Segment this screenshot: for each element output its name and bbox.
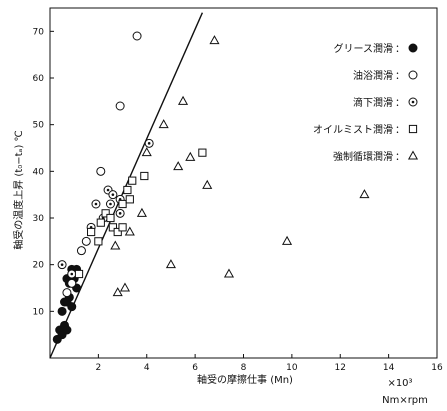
legend-label: 滴下潤滑 (353, 96, 393, 109)
legend-colon: ： (395, 98, 405, 109)
marker-dot (109, 202, 112, 206)
data-point-open-square (96, 218, 105, 227)
data-point-open-circle (76, 246, 86, 256)
legend-marker-open-square (408, 124, 418, 134)
data-point-open-circle (81, 236, 91, 246)
data-point-open-square (74, 269, 84, 279)
x-tick-label: 12 (335, 363, 346, 373)
x-tick-label: 8 (241, 363, 247, 373)
data-point-circle-dot (144, 138, 154, 148)
marker-dot (411, 100, 415, 104)
y-tick-label: 70 (33, 27, 45, 37)
data-point-open-square (123, 185, 132, 195)
data-point-filled-circle (57, 306, 67, 316)
data-point-open-circle (132, 31, 142, 41)
plot-frame (49, 7, 438, 359)
trend-line-group (49, 12, 204, 359)
data-point-open-square (106, 213, 115, 223)
data-point-open-square (198, 148, 207, 157)
data-point-open-circle (67, 278, 77, 288)
legend-colon: ： (395, 71, 405, 82)
marker-dot (60, 263, 64, 266)
marker-dot (147, 142, 151, 145)
legend-marker-open-circle (408, 70, 418, 80)
data-point-circle-dot (67, 269, 77, 279)
axes: 2 4 6 8 10 12 14 16 10 20 30 40 50 60 70 (33, 7, 443, 373)
data-point-open-triangle (136, 207, 147, 217)
data-point-open-triangle (209, 35, 220, 45)
data-point-open-triangle (223, 268, 235, 278)
data-point-open-square (118, 223, 127, 232)
data-point-open-triangle (177, 95, 189, 105)
legend-label: 油浴潤滑 (353, 69, 393, 82)
x-axis-unit: Nm×rpm (382, 395, 428, 406)
x-tick-label: 10 (286, 363, 298, 373)
data-point-open-triangle (112, 287, 123, 297)
data-point-open-circle (96, 166, 106, 176)
data-point-open-triangle (359, 189, 370, 199)
legend-marker-filled-circle (408, 43, 418, 53)
legend-marker-open-triangle (407, 150, 419, 160)
data-point-open-circle (62, 288, 72, 298)
marker-dot (111, 193, 115, 196)
data-point-open-square (128, 176, 137, 185)
data-point-open-triangle (119, 282, 131, 292)
x-axis-multiplier: ×10³ (387, 378, 412, 389)
y-tick-label: 60 (33, 74, 45, 84)
trend-line (49, 12, 204, 359)
data-point-circle-dot (105, 199, 115, 209)
legend-colon: ： (395, 152, 405, 163)
data-point-open-square (101, 209, 110, 218)
data-point-open-square (87, 227, 96, 237)
data-point-open-circle (115, 101, 125, 111)
marker-dot (70, 272, 74, 276)
data-point-open-square (113, 227, 122, 237)
x-tick-label: 2 (96, 363, 102, 373)
x-tick-label: 14 (383, 363, 395, 373)
data-point-open-square (125, 195, 134, 204)
data-point-open-triangle (158, 119, 169, 129)
data-point-circle-dot (57, 260, 67, 270)
y-axis-label: 軸受の温度上昇 (t₀−tₐ) ℃ (12, 130, 25, 250)
data-point-circle-dot (91, 199, 101, 209)
data-point-open-square (140, 171, 149, 181)
y-tick-label: 10 (33, 307, 45, 317)
legend-label: グリース潤滑 (334, 42, 394, 55)
x-tick-label: 6 (192, 363, 198, 373)
data-point-open-triangle (165, 259, 176, 269)
x-axis-label: 軸受の摩擦仕事 (Mn) (197, 373, 293, 386)
data-point-filled-circle (67, 302, 77, 312)
marker-dot (94, 202, 98, 206)
data-point-open-triangle (173, 161, 184, 171)
legend-colon: ： (395, 44, 405, 55)
data-point-open-triangle (202, 179, 213, 189)
legend-label: 強制循環潤滑 (333, 150, 393, 163)
data-point-open-square (108, 223, 117, 232)
data-point-filled-circle (62, 325, 72, 335)
marker-dot (118, 212, 122, 215)
y-tick-label: 30 (33, 214, 45, 224)
data-point-open-triangle (185, 151, 196, 161)
legend-colon: ： (395, 125, 405, 136)
x-tick-label: 4 (144, 363, 150, 373)
data-point-circle-dot (108, 190, 118, 200)
y-tick-label: 20 (33, 261, 45, 271)
data-point-open-triangle (281, 235, 293, 245)
legend-label: オイルミスト潤滑 (313, 124, 393, 136)
data-point-open-square (118, 199, 127, 209)
data-point-open-triangle (141, 147, 152, 157)
legend-marker-circle-dot (408, 97, 418, 107)
y-tick-label: 40 (33, 167, 45, 177)
x-tick-label: 16 (431, 363, 443, 373)
legend: グリース潤滑 ：油浴潤滑 ：滴下潤滑 ：オイルミスト潤滑 ：強制循環潤滑： (313, 42, 419, 163)
data-point-open-triangle (110, 240, 121, 250)
data-point-circle-dot (115, 208, 125, 218)
data-points (52, 31, 370, 344)
data-point-open-triangle (124, 226, 135, 236)
y-tick-label: 50 (33, 121, 45, 131)
marker-dot (106, 188, 110, 192)
data-point-open-square (94, 237, 103, 246)
